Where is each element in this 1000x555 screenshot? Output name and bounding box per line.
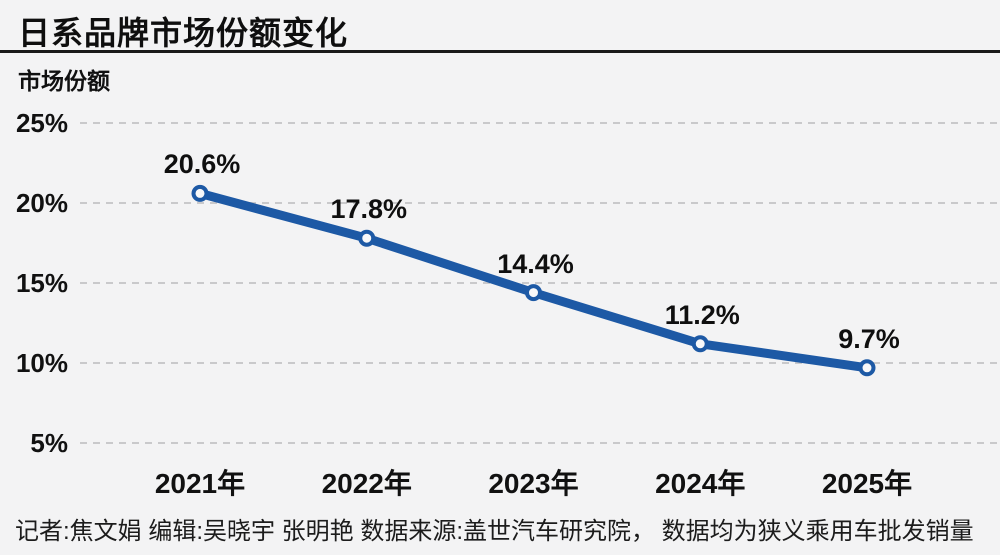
data-point-marker xyxy=(691,335,709,353)
data-point-label: 20.6% xyxy=(163,149,241,180)
data-point-label: 14.4% xyxy=(497,248,574,279)
x-tick-label: 2024年 xyxy=(655,468,746,499)
data-point-label: 17.8% xyxy=(330,194,408,225)
data-point-marker xyxy=(358,229,376,247)
title-divider xyxy=(0,50,1000,53)
x-tick-label: 2025年 xyxy=(821,468,913,499)
y-tick-label: 10% xyxy=(15,348,68,378)
x-tick-label: 2021年 xyxy=(154,468,246,499)
data-point-label: 9.7% xyxy=(838,323,900,354)
credits-footer: 记者:焦文娟 编辑:吴晓宇 张明艳 数据来源:盖世汽车研究院， 数据均为狭义乘用… xyxy=(15,518,974,545)
data-point-marker xyxy=(858,359,876,377)
data-point-marker xyxy=(191,184,209,202)
y-tick-label: 5% xyxy=(30,428,68,458)
y-tick-label: 15% xyxy=(15,268,68,298)
y-tick-label: 20% xyxy=(15,188,68,218)
data-point-label: 11.2% xyxy=(664,299,740,330)
y-tick-label: 25% xyxy=(15,108,68,138)
x-tick-label: 2022年 xyxy=(321,468,412,499)
data-point-marker xyxy=(525,284,542,302)
x-tick-label: 2023年 xyxy=(488,468,579,499)
y-axis-title: 市场份额 xyxy=(18,68,110,94)
page-title: 日系品牌市场份额变化 xyxy=(18,15,349,51)
